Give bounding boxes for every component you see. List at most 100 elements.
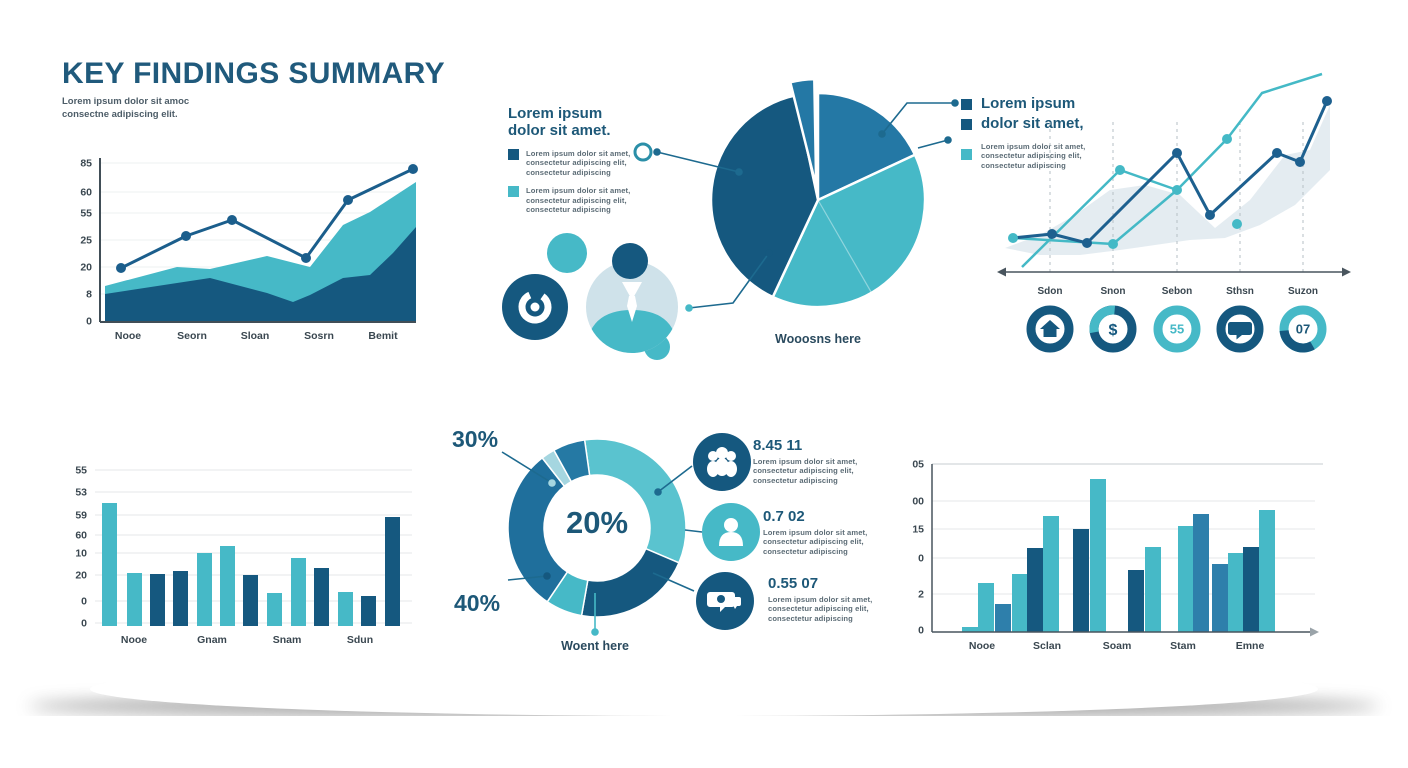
legend-mid-heading: Lorem ipsum dolor sit amet. <box>508 105 650 140</box>
bar-chart-body: 05 00 15 0 2 0 Nooe Sclan Soam Stam Emne <box>912 459 1323 652</box>
page-header: KEY FINDINGS SUMMARY Lorem ipsum dolor s… <box>62 57 445 122</box>
donut-label-2: Snon <box>1100 286 1126 297</box>
trend-body <box>997 72 1351 277</box>
stat-item-3 <box>696 572 754 635</box>
bar <box>1145 547 1161 632</box>
svg-text:$: $ <box>1109 322 1118 339</box>
bar <box>1212 564 1228 632</box>
bar <box>173 571 188 626</box>
bar <box>220 546 235 626</box>
bar <box>1193 514 1209 632</box>
svg-text:60: 60 <box>75 530 87 542</box>
pie-chart-caption: Wooosns here <box>775 332 861 346</box>
svg-text:59: 59 <box>75 510 87 522</box>
bar <box>267 593 282 626</box>
pie-slice <box>771 153 927 309</box>
lower-area <box>105 227 416 322</box>
legend-right-heading-line1: Lorem ipsum <box>981 95 1076 112</box>
svg-text:Snam: Snam <box>273 634 302 646</box>
page-title: KEY FINDINGS SUMMARY <box>62 57 446 90</box>
chat-donut-icon <box>1216 305 1264 353</box>
donut-chart <box>501 438 703 636</box>
svg-text:05: 05 <box>912 459 924 471</box>
svg-text:55: 55 <box>75 465 87 477</box>
stat-title-3: 0.55 07 <box>768 575 819 592</box>
bar <box>243 575 258 626</box>
value-55-donut-icon: 55 <box>1153 305 1201 353</box>
donut-segment <box>580 547 680 618</box>
svg-text:Bemit: Bemit <box>368 330 398 342</box>
stat-title-2: 0.7 02 <box>763 508 805 525</box>
legend-mid-item-2-text: Lorem ipsum dolor sit amet, consectetur a… <box>526 186 631 215</box>
svg-text:25: 25 <box>80 235 92 247</box>
bar <box>978 583 994 632</box>
area-chart-body: 85 60 55 25 20 8 0 Nooe Seorn Sloan Sosrn Bemit <box>80 158 418 342</box>
bar <box>338 592 353 626</box>
donut-label-1: Sdon <box>1037 286 1063 297</box>
bar <box>314 568 329 626</box>
svg-text:Sclan: Sclan <box>1033 640 1061 652</box>
svg-text:07: 07 <box>1296 322 1310 337</box>
teal-line-a <box>1021 72 1323 268</box>
legend-swatch-dark <box>961 98 972 110</box>
bar <box>1259 510 1275 632</box>
svg-text:60: 60 <box>80 187 92 199</box>
svg-text:Emne: Emne <box>1236 640 1265 652</box>
bar <box>102 503 117 626</box>
donut-bottom-caption: Woent here <box>561 639 629 653</box>
donut-callout-40: 40% <box>454 590 501 616</box>
svg-text:Gnam: Gnam <box>197 634 227 646</box>
bar <box>361 596 376 626</box>
pie-slice <box>788 77 818 187</box>
svg-text:10: 10 <box>75 548 87 560</box>
svg-text:20: 20 <box>80 262 92 274</box>
svg-text:Sdun: Sdun <box>347 634 373 646</box>
svg-text:2: 2 <box>918 589 924 601</box>
person-badge-icon <box>702 503 760 561</box>
bar <box>385 517 400 626</box>
page-below <box>0 716 1408 768</box>
pie-chart <box>633 77 959 312</box>
svg-text:8: 8 <box>86 289 92 301</box>
svg-text:Sosrn: Sosrn <box>304 330 334 342</box>
donut-segment <box>552 439 591 483</box>
bar <box>1228 553 1244 632</box>
bar <box>197 553 212 626</box>
stat-item-1 <box>693 433 751 496</box>
bar <box>150 574 165 626</box>
donut-label-3: Sebon <box>1161 286 1193 297</box>
pie-slice <box>709 93 820 299</box>
bar <box>1128 570 1144 632</box>
svg-text:55: 55 <box>1170 322 1184 337</box>
legend-swatch-dark <box>508 148 519 160</box>
svg-text:0: 0 <box>918 625 924 637</box>
legend-right-caption: Lorem ipsum dolor sit amet, consectetur a… <box>981 141 1086 170</box>
svg-text:0: 0 <box>86 316 92 328</box>
bar <box>127 573 142 626</box>
dollar-donut-icon: $ <box>1089 305 1137 353</box>
bar <box>1090 479 1106 632</box>
area-line-chart: 85 60 55 25 20 8 0 Nooe Seorn Sloan Sosrn Bemit <box>80 158 418 342</box>
svg-text:Seorn: Seorn <box>177 330 207 342</box>
svg-text:85: 85 <box>80 158 92 170</box>
stat-caption-1: Lorem ipsum dolor sit amet, consectetur a… <box>753 457 858 485</box>
bar-chart-right: 05 00 15 0 2 0 Nooe Sclan Soam Stam Emne <box>912 459 1323 652</box>
legend-swatch-teal <box>508 186 519 198</box>
legend-swatch-dark <box>961 118 972 130</box>
donut-center-value: 20% <box>565 505 629 540</box>
donut-body <box>501 438 703 636</box>
svg-text:0: 0 <box>918 553 924 565</box>
circle-marker-icon <box>633 142 653 162</box>
bar <box>291 558 306 626</box>
legend-mid-heading-line2: dolor sit amet. <box>508 121 611 139</box>
person-icon <box>586 243 678 353</box>
teal-dot-large <box>547 233 587 273</box>
stat-item-2 <box>702 503 760 566</box>
target-icon <box>502 274 568 340</box>
value-07-donut-icon: 07 <box>1279 305 1327 353</box>
pie-slice <box>816 91 917 202</box>
legend-mid-heading-line1: Lorem ipsum <box>508 105 603 122</box>
svg-text:53: 53 <box>75 487 87 499</box>
trend-line <box>120 167 414 270</box>
trend-chart <box>997 72 1351 277</box>
